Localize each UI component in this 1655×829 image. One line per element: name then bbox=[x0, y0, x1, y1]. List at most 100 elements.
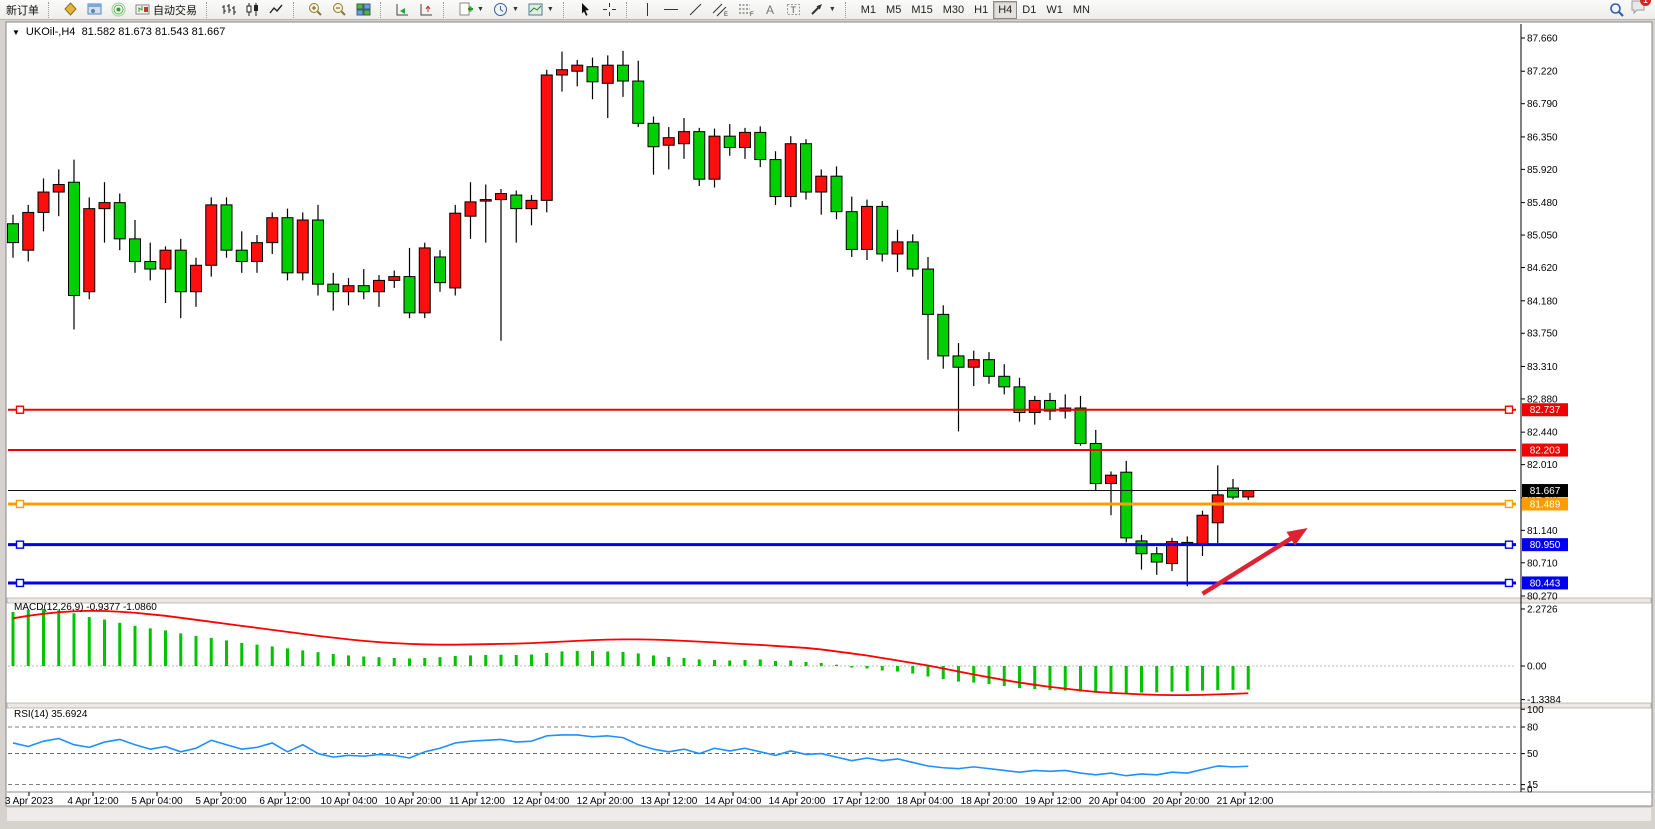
time-tick-label[interactable]: 12 Apr 20:00 bbox=[577, 796, 634, 807]
time-tick-label[interactable]: 5 Apr 04:00 bbox=[131, 796, 183, 807]
time-tick-label[interactable]: 20 Apr 04:00 bbox=[1089, 796, 1146, 807]
candle-body bbox=[98, 202, 111, 210]
indicators-button[interactable]: ▼ bbox=[454, 1, 488, 19]
line-handle[interactable] bbox=[15, 540, 25, 549]
time-tick-label[interactable]: 21 Apr 12:00 bbox=[1217, 796, 1274, 807]
time-tick-label[interactable]: 5 Apr 20:00 bbox=[195, 796, 247, 807]
arrows-button[interactable]: ▼ bbox=[806, 1, 840, 19]
price-label-chip: 80.443 bbox=[1522, 576, 1568, 590]
candle-body bbox=[418, 247, 431, 314]
timeframe-button-d1[interactable]: D1 bbox=[1017, 1, 1041, 19]
notifications-button[interactable]: 1 bbox=[1630, 0, 1651, 20]
time-tick-label[interactable]: 20 Apr 20:00 bbox=[1153, 796, 1210, 807]
chart-window-border bbox=[5, 21, 1653, 807]
timeframe-group: M1 M5 M15 M30 H1 H4 D1 W1 MN bbox=[856, 0, 1095, 19]
horizontal-line-button[interactable] bbox=[659, 1, 683, 19]
candle-body bbox=[556, 69, 568, 76]
line-chart-button[interactable] bbox=[265, 1, 288, 19]
time-tick-label[interactable]: 4 Apr 12:00 bbox=[67, 796, 119, 807]
candle-body bbox=[220, 204, 233, 251]
text-button[interactable]: A bbox=[760, 1, 781, 19]
zoom-out-button[interactable] bbox=[328, 1, 351, 19]
time-tick-label[interactable]: 17 Apr 12:00 bbox=[833, 796, 890, 807]
line-handle[interactable] bbox=[15, 578, 25, 588]
candle-body bbox=[510, 194, 523, 210]
text-label-button[interactable]: T bbox=[782, 1, 805, 19]
candle-body bbox=[1105, 474, 1117, 485]
timeframe-button-w1[interactable]: W1 bbox=[1041, 1, 1068, 19]
time-tick-label[interactable]: 10 Apr 20:00 bbox=[385, 796, 442, 807]
new-order-button[interactable]: 新订单 bbox=[2, 1, 43, 19]
terminal-button[interactable] bbox=[107, 1, 130, 19]
time-tick-label[interactable]: 3 Apr 2023 bbox=[5, 796, 54, 807]
line-handle[interactable] bbox=[1504, 405, 1514, 414]
timeframe-button-mn[interactable]: MN bbox=[1068, 1, 1095, 19]
time-tick-label[interactable]: 14 Apr 04:00 bbox=[705, 796, 762, 807]
time-tick-label[interactable]: 6 Apr 12:00 bbox=[259, 796, 311, 807]
line-handle[interactable] bbox=[1504, 540, 1514, 549]
clock-icon bbox=[493, 3, 507, 16]
candle-body bbox=[662, 137, 675, 146]
toolbar-separator bbox=[562, 1, 570, 18]
autotrading-button[interactable]: 自动交易 bbox=[131, 1, 201, 19]
time-axis: 3 Apr 2023 4 Apr 12:00 5 Apr 04:00 5 Apr 20… bbox=[5, 792, 1274, 807]
line-handle[interactable] bbox=[15, 405, 25, 414]
price-tick-label: 81.140 bbox=[1527, 526, 1558, 537]
rsi-axis-label: 0 bbox=[1527, 785, 1533, 796]
navigator-button[interactable] bbox=[83, 1, 106, 19]
line-handle[interactable] bbox=[15, 499, 25, 509]
arrow-objects-icon bbox=[811, 4, 822, 15]
time-tick-label[interactable]: 13 Apr 12:00 bbox=[641, 796, 698, 807]
crosshair-button[interactable] bbox=[598, 1, 621, 19]
time-tick-label[interactable]: 14 Apr 20:00 bbox=[769, 796, 826, 807]
auto-scroll-icon bbox=[396, 4, 408, 16]
chart-shift-button[interactable] bbox=[415, 1, 438, 19]
timeframe-button-m30[interactable]: M30 bbox=[938, 1, 969, 19]
time-tick-label[interactable]: 19 Apr 12:00 bbox=[1025, 796, 1082, 807]
cursor-button[interactable] bbox=[574, 1, 597, 19]
timeframe-button-h1[interactable]: H1 bbox=[969, 1, 993, 19]
time-tick-label[interactable]: 18 Apr 04:00 bbox=[897, 796, 954, 807]
periods-button[interactable]: ▼ bbox=[489, 1, 523, 19]
timeframe-button-h4[interactable]: H4 bbox=[993, 0, 1018, 19]
timeframe-button-m15[interactable]: M15 bbox=[906, 1, 937, 19]
candle-body bbox=[1227, 487, 1239, 498]
trendline-button[interactable] bbox=[684, 1, 707, 19]
timeframe-button-m1[interactable]: M1 bbox=[856, 1, 881, 19]
candle-body bbox=[815, 175, 828, 193]
vertical-line-icon bbox=[646, 3, 648, 16]
market-watch-button[interactable] bbox=[59, 1, 82, 19]
trend-arrow-head[interactable] bbox=[1286, 528, 1308, 546]
bar-chart-button[interactable] bbox=[217, 1, 240, 19]
candle-body bbox=[357, 285, 370, 293]
line-handle[interactable] bbox=[1504, 578, 1514, 588]
time-tick-label[interactable]: 10 Apr 04:00 bbox=[321, 796, 378, 807]
zoom-in-button[interactable] bbox=[304, 1, 327, 19]
auto-scroll-button[interactable] bbox=[391, 1, 414, 19]
candle-body bbox=[1135, 540, 1148, 555]
price-tick-label: 86.790 bbox=[1527, 99, 1558, 110]
trend-arrow-shaft[interactable] bbox=[1201, 534, 1296, 596]
candle-body bbox=[1242, 490, 1255, 498]
tile-windows-button[interactable] bbox=[352, 1, 375, 19]
price-tick-label: 85.050 bbox=[1527, 231, 1558, 242]
time-tick-label[interactable]: 11 Apr 12:00 bbox=[449, 796, 505, 807]
channel-button[interactable]: E bbox=[708, 1, 733, 19]
line-handle[interactable] bbox=[1504, 499, 1514, 509]
candle-body bbox=[1074, 407, 1087, 444]
vertical-line-button[interactable] bbox=[637, 1, 658, 19]
candle-body bbox=[906, 241, 919, 270]
timeframe-button-m5[interactable]: M5 bbox=[881, 1, 906, 19]
search-button[interactable] bbox=[1605, 1, 1629, 19]
fibonacci-button[interactable]: F bbox=[734, 1, 759, 19]
candle-chart-button[interactable] bbox=[241, 1, 264, 19]
candle-body bbox=[464, 201, 477, 217]
chart-symbol-period: UKOil-,H4 bbox=[25, 26, 76, 38]
collapse-arrow-icon[interactable]: ▼ bbox=[12, 28, 20, 37]
time-tick-label[interactable]: 18 Apr 20:00 bbox=[961, 796, 1018, 807]
templates-button[interactable]: ▼ bbox=[524, 1, 558, 19]
price-chip-text: 81.667 bbox=[1530, 486, 1561, 497]
candle-body bbox=[937, 313, 950, 357]
time-tick-label[interactable]: 12 Apr 04:00 bbox=[513, 796, 570, 807]
